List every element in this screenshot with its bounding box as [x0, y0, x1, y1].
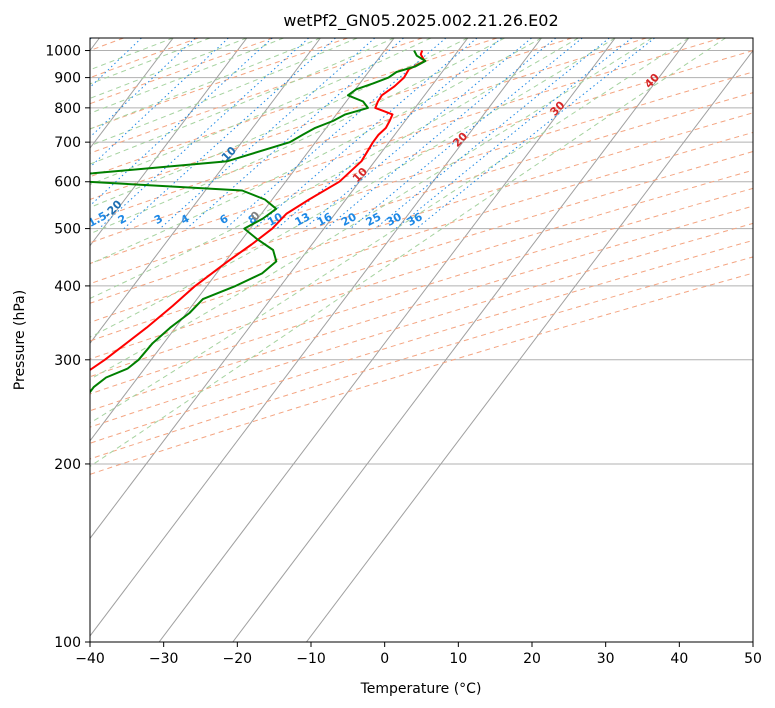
mixing-ratio-line — [253, 38, 478, 229]
isotherm-line — [306, 49, 753, 642]
x-axis-title: Temperature (°C) — [360, 681, 482, 697]
mixing-ratio-label: 30 — [384, 210, 404, 229]
mixing-ratio-label: 20 — [339, 210, 359, 229]
y-tick-label: 800 — [54, 101, 81, 117]
y-tick-label: 300 — [54, 353, 81, 369]
mixing-ratio-label: 10 — [265, 210, 285, 229]
mixing-ratio-line — [350, 38, 583, 229]
y-tick-label: 700 — [54, 135, 81, 151]
mixing-ratio-label: 0.6 — [11, 209, 35, 230]
x-tick-label: 50 — [744, 651, 762, 667]
x-tick-label: 30 — [597, 651, 615, 667]
dry-adiabat — [90, 92, 753, 304]
chart-title: wetPf2_GN05.2025.002.21.26.E02 — [283, 11, 558, 31]
mixing-ratio-label: 0.4 — [0, 209, 4, 230]
isotherm-line — [90, 38, 395, 442]
y-tick-label: 100 — [54, 635, 81, 651]
profile-traces — [90, 50, 427, 394]
mixing-ratio-label: 13 — [293, 210, 313, 229]
mixing-ratio-line — [90, 38, 92, 40]
moist-adiabat — [90, 38, 690, 424]
isotherm-line — [232, 38, 690, 642]
mixing-ratio-line — [276, 38, 503, 229]
dry-adiabat — [90, 239, 753, 444]
isotherm-line — [158, 38, 616, 642]
moist-adiabat — [90, 38, 469, 208]
dry-adiabat — [90, 50, 753, 265]
isotherm-line — [90, 38, 248, 247]
mixing-ratio-line — [123, 38, 336, 229]
dry-adiabat — [90, 151, 753, 360]
moist-adiabat — [90, 38, 579, 299]
background-lines — [90, 38, 753, 642]
mixing-ratio-label: 25 — [364, 210, 384, 229]
isotherm-line — [90, 38, 174, 149]
x-tick-label: −10 — [296, 651, 326, 667]
x-tick-label: 10 — [449, 651, 467, 667]
dry-adiabat — [90, 222, 753, 428]
plot-background — [90, 38, 753, 642]
mixing-ratio-line — [395, 38, 633, 229]
temperature-trace — [90, 50, 426, 372]
y-tick-label: 400 — [54, 279, 81, 295]
dewpoint-trace — [90, 50, 427, 394]
dry-adiabat-label: -30 — [0, 251, 11, 274]
mixing-ratio-line — [225, 38, 447, 229]
dry-adiabat — [90, 38, 722, 244]
x-tick-label: −20 — [223, 651, 253, 667]
y-tick-label: 1000 — [45, 44, 81, 60]
x-tick-label: −30 — [149, 651, 179, 667]
y-tick-label: 900 — [54, 71, 81, 87]
y-tick-label: 500 — [54, 222, 81, 238]
y-tick-label: 200 — [54, 457, 81, 473]
dry-adiabat — [90, 169, 753, 378]
moist-adiabat — [90, 38, 726, 467]
x-tick-label: 0 — [380, 651, 389, 667]
mixing-ratio-line — [303, 38, 532, 229]
mixing-ratio-line — [325, 38, 557, 229]
x-tick-label: 20 — [523, 651, 541, 667]
mixing-ratio-line — [90, 38, 196, 138]
mixing-ratio-label: 36 — [405, 210, 425, 229]
dry-adiabat — [90, 38, 423, 154]
isotherm-line — [90, 38, 469, 540]
dry-adiabat — [90, 71, 753, 285]
mixing-ratio-line — [159, 38, 376, 229]
plot-frame — [89, 37, 754, 643]
mixing-ratio-label: 16 — [315, 210, 335, 229]
x-tick-label: 40 — [670, 651, 688, 667]
axes: −40 −30 −20 −10 0 10 20 30 40 50 1000 900 800 700 600 5… — [45, 44, 762, 667]
y-axis-title: Pressure (hPa) — [12, 290, 28, 390]
x-tick-label: −40 — [75, 651, 105, 667]
y-tick-label: 600 — [54, 175, 81, 191]
